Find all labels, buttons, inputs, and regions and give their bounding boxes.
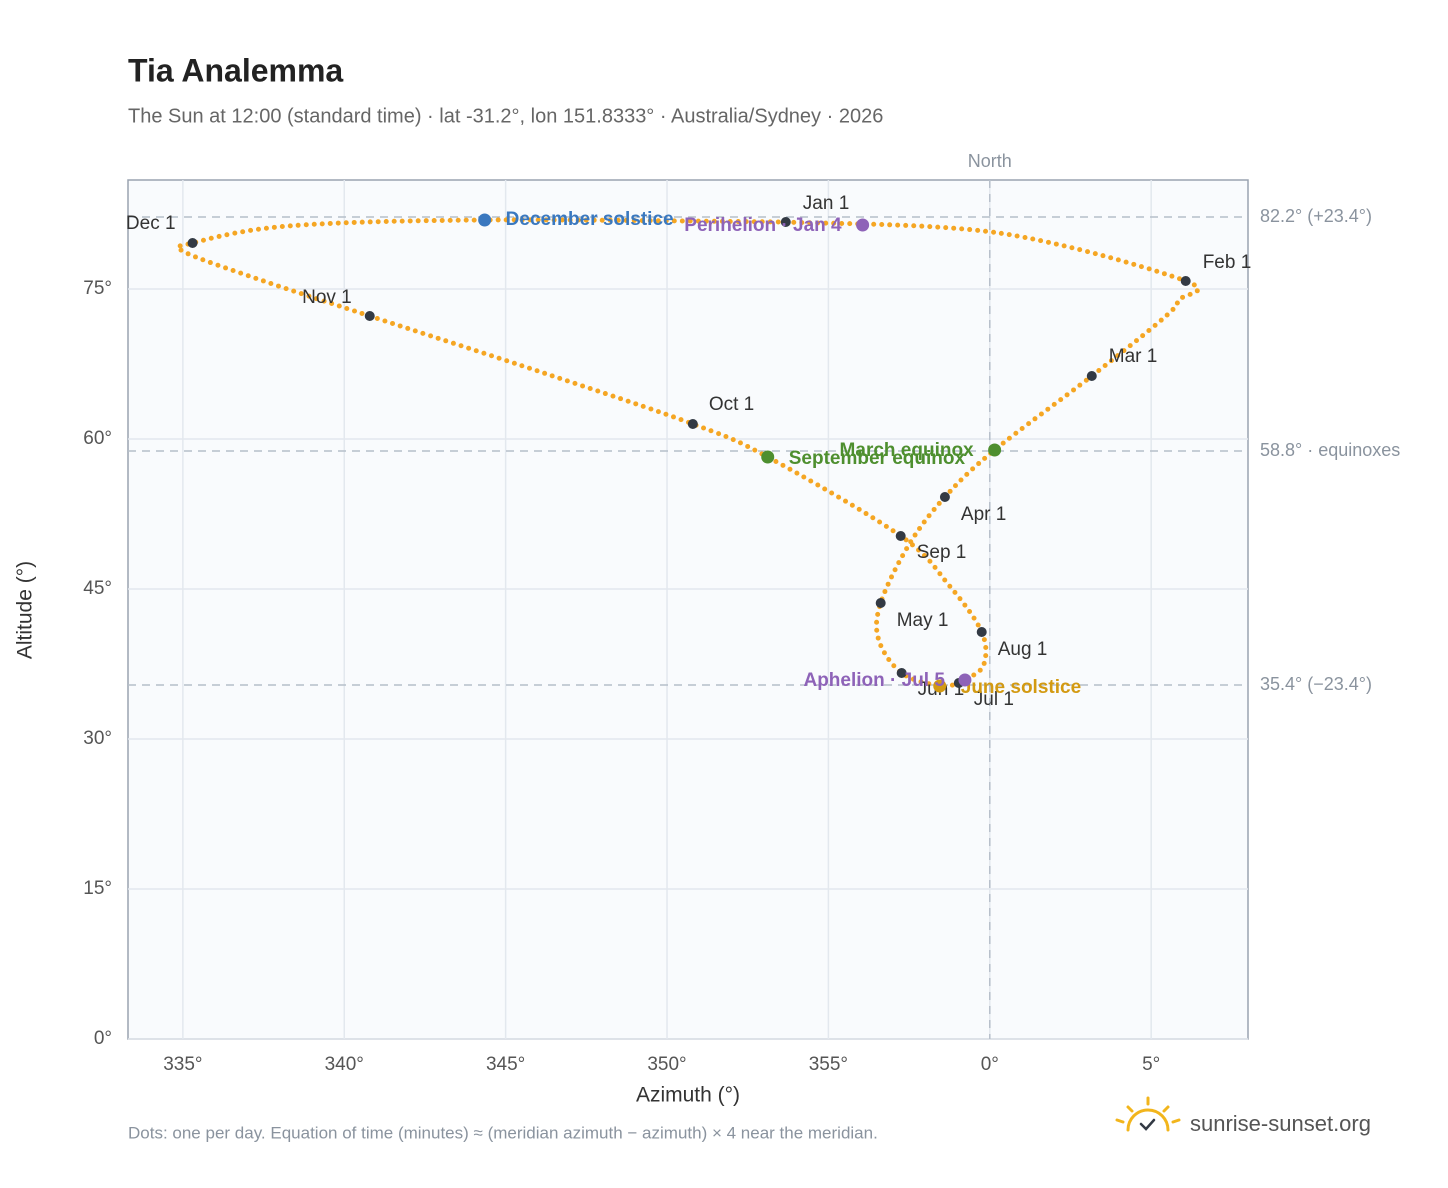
x-tick-label: 5° (1142, 1054, 1160, 1075)
month-marker (364, 311, 375, 321)
y-tick-label: 45° (83, 578, 112, 599)
month-marker (1086, 371, 1097, 381)
y-tick-label: 30° (83, 728, 112, 749)
event-marker (958, 673, 972, 687)
event-marker (856, 218, 870, 232)
month-label: Feb 1 (1203, 252, 1252, 273)
event-marker (761, 450, 775, 464)
month-label: Jan 1 (803, 193, 849, 214)
month-marker (780, 217, 791, 227)
event-label: March equinox (840, 440, 975, 461)
month-label: Dec 1 (126, 213, 176, 234)
x-tick-label: 350° (647, 1054, 686, 1075)
plot-area (127, 179, 1249, 1040)
chart-title: Tia Analemma (128, 52, 343, 88)
x-tick-label: 340° (325, 1054, 364, 1075)
month-label: Mar 1 (1109, 346, 1158, 367)
y-tick-label: 60° (83, 428, 112, 449)
x-tick-label: 345° (486, 1054, 525, 1075)
month-label: Aug 1 (998, 639, 1048, 660)
event-label: December solstice (506, 209, 674, 230)
brand: sunrise-sunset.org (1190, 1111, 1371, 1136)
event-label: June solstice (961, 677, 1081, 698)
month-marker (687, 419, 698, 429)
month-marker (976, 627, 987, 637)
month-marker (939, 492, 950, 502)
month-label: Jul 1 (974, 689, 1014, 710)
y-tick-label: 75° (83, 278, 112, 299)
event-marker (478, 213, 492, 227)
x-tick-label: 355° (809, 1054, 848, 1075)
month-marker (1180, 276, 1191, 286)
y-axis-label: Altitude (°) (14, 561, 37, 659)
y-tick-label: 15° (83, 878, 112, 899)
month-label: Oct 1 (709, 394, 754, 415)
month-label: Sep 1 (917, 542, 967, 563)
month-marker (875, 598, 886, 608)
north-label: North (968, 151, 1012, 171)
x-tick-label: 335° (163, 1054, 202, 1075)
month-marker (895, 531, 906, 541)
x-axis-label: Azimuth (°) (636, 1084, 740, 1107)
brand-logo (1115, 1096, 1181, 1132)
reference-label: 58.8° · equinoxes (1260, 440, 1400, 460)
month-label: Nov 1 (302, 287, 352, 308)
month-marker (187, 238, 198, 248)
month-marker (896, 668, 907, 678)
event-label: Perihelion · Jan 4 (684, 215, 842, 236)
x-tick-label: 0° (981, 1054, 999, 1075)
chart-subtitle: The Sun at 12:00 (standard time) · lat -… (128, 105, 883, 127)
y-tick-label: 0° (94, 1028, 112, 1049)
event-marker (988, 443, 1002, 457)
analemma-dots (174, 217, 1201, 689)
footnote: Dots: one per day. Equation of time (min… (128, 1123, 878, 1142)
month-label: May 1 (897, 610, 949, 631)
month-label: Apr 1 (961, 504, 1006, 525)
event-marker (933, 679, 947, 693)
event-label: Aphelion · Jul 5 (803, 670, 945, 691)
reference-label: 82.2° (+23.4°) (1260, 206, 1372, 226)
reference-label: 35.4° (−23.4°) (1260, 674, 1372, 694)
event-label: September equinox (789, 448, 966, 469)
